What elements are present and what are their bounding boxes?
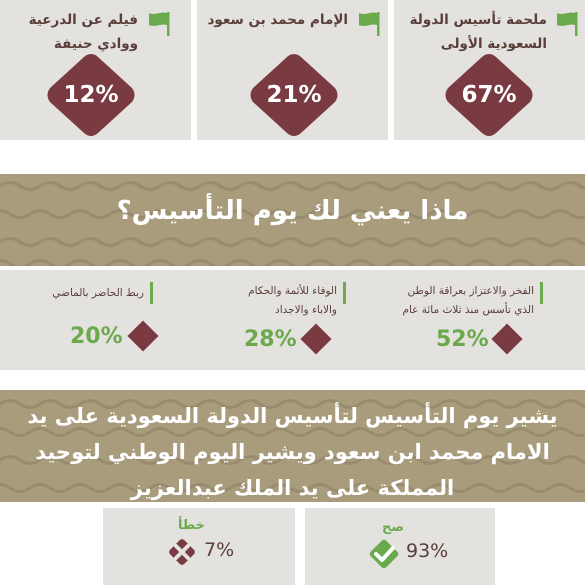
top-card-title-3: فيلم عن الدرعية ووادي حنيفة [28,12,138,52]
top-card-title-2: الإمام محمد بن سعود [207,12,348,28]
meaning-label-3: ربط الحاضر بالماضي [52,287,144,299]
meaning-value-2: 28% [244,327,297,352]
meaning-label-1: الفخر والاعتزاز بعراقة الوطن الذي تأسس م… [402,285,534,316]
top-card-diamond-2: 21% [244,50,344,140]
flag-icon [359,12,380,36]
cross-icon [169,539,195,565]
correct-panel [305,508,495,585]
meaning-value-1: 52% [436,327,489,352]
wave-pattern [0,399,585,493]
accent-bar [343,282,346,304]
top-card-value-3: 12% [63,82,119,108]
wrong-panel [103,508,295,585]
top-card-value-2: 21% [266,82,322,108]
meaning-label-2: الوفاء للأئمة والحكام والاباء والاجداد [248,285,337,316]
accent-bar [540,282,543,304]
correct-label: صح [382,520,404,535]
top-card-diamond-3: 12% [41,50,141,140]
wave-pattern [0,181,585,266]
flag-icon [557,12,578,36]
question-banner [0,174,585,266]
correct-value: 93% [406,540,449,562]
statement-text: يشير يوم التأسيس لتأسيس الدولة السعودية … [27,404,558,500]
top-card-value-1: 67% [461,82,517,108]
check-icon [369,539,399,569]
flag-icon [149,12,170,36]
question-title: ماذا يعني لك يوم التأسيس؟ [116,196,469,226]
top-card-diamond-1: 67% [439,50,539,140]
meaning-value-3: 20% [70,324,123,349]
top-card-title-1: ملحمة تأسيس الدولة السعودية الأولى [409,12,547,52]
wrong-value: 7% [204,539,235,561]
accent-bar [150,282,153,304]
meanings-panel [0,270,585,370]
statement-banner [0,390,585,502]
wrong-label: خطأ [178,518,205,533]
